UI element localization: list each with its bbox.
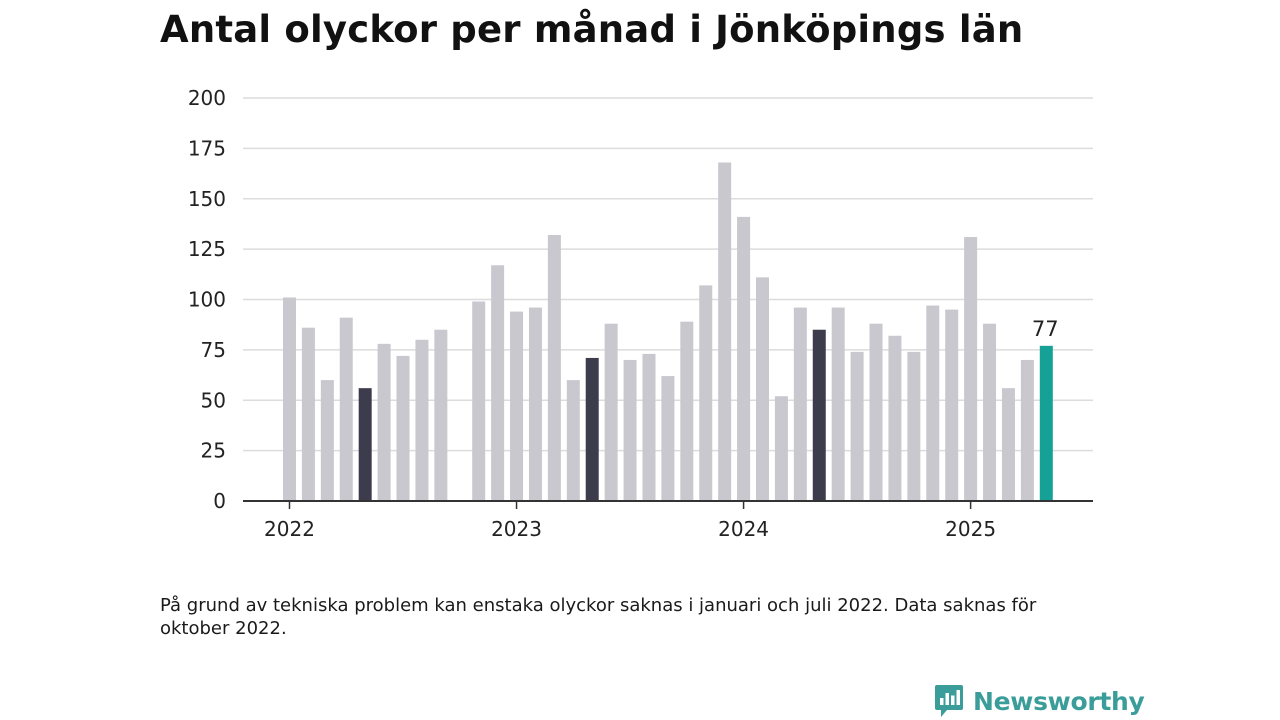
bar-2024-01 xyxy=(737,216,751,501)
bar-2025-03 xyxy=(1001,388,1015,501)
bar-2023-06 xyxy=(604,323,618,501)
bar-2023-10 xyxy=(680,321,694,501)
y-tick-label: 25 xyxy=(201,439,226,463)
bar-2022-04 xyxy=(339,317,353,501)
bar-2022-03 xyxy=(320,380,334,501)
bar-2023-07 xyxy=(623,359,637,501)
y-tick-label: 75 xyxy=(201,338,226,362)
bar-2024-10 xyxy=(907,351,921,501)
bar-2023-12 xyxy=(718,162,732,502)
data-labels: 77 xyxy=(1032,317,1059,341)
bar-2022-12 xyxy=(491,265,505,501)
bar-2024-03 xyxy=(774,396,788,501)
x-tick-label: 2024 xyxy=(718,517,769,541)
data-label: 77 xyxy=(1032,317,1059,341)
bar-2022-06 xyxy=(377,343,391,501)
bar-2022-01 xyxy=(283,297,296,501)
bar-2023-02 xyxy=(528,307,542,501)
y-tick-label: 50 xyxy=(201,388,226,412)
x-tick-label: 2023 xyxy=(491,517,542,541)
brand-logo[interactable]: Newsworthy xyxy=(934,684,1145,718)
bar-2023-11 xyxy=(699,285,713,501)
chart-title: Antal olyckor per månad i Jönköpings län xyxy=(160,8,1024,51)
bar-2024-06 xyxy=(831,307,845,501)
bar-2024-02 xyxy=(756,277,769,501)
bar-2024-12 xyxy=(945,309,959,501)
bar-2023-01 xyxy=(510,311,524,501)
y-tick-label: 200 xyxy=(188,86,226,110)
y-tick-label: 150 xyxy=(188,187,226,211)
brand-name: Newsworthy xyxy=(973,686,1145,716)
bar-2022-11 xyxy=(472,301,486,501)
bar-2024-09 xyxy=(888,335,902,501)
y-axis-ticks: 0 25 50 75 100 125 150 175 200 xyxy=(188,86,226,513)
bar-2022-07 xyxy=(396,355,410,501)
bar-2023-03 xyxy=(547,235,561,501)
bar-2022-05 xyxy=(358,388,372,501)
bar-2023-09 xyxy=(661,376,675,501)
bars xyxy=(283,162,1053,502)
y-tick-label: 125 xyxy=(188,237,226,261)
y-tick-label: 0 xyxy=(213,489,226,513)
bar-2022-09 xyxy=(434,329,448,501)
bar-2025-04 xyxy=(1020,359,1034,501)
bar-2024-05 xyxy=(812,329,826,501)
bar-2024-08 xyxy=(869,323,883,501)
footnote: På grund av tekniska problem kan enstaka… xyxy=(160,595,1037,639)
bar-2023-05 xyxy=(585,357,599,501)
bar-2023-04 xyxy=(566,380,580,501)
newsworthy-logo-icon xyxy=(935,685,963,717)
y-tick-label: 100 xyxy=(188,288,226,312)
x-tick-label: 2025 xyxy=(945,517,996,541)
bar-2022-02 xyxy=(301,327,315,501)
bar-2025-01 xyxy=(964,237,978,501)
bar-2023-08 xyxy=(642,353,656,501)
bar-2024-04 xyxy=(793,307,807,501)
bar-2025-05 xyxy=(1039,345,1053,501)
bar-2025-02 xyxy=(983,323,997,501)
bar-2022-08 xyxy=(415,339,429,501)
bar-2024-11 xyxy=(926,305,940,501)
y-tick-label: 175 xyxy=(188,136,226,160)
bar-2024-07 xyxy=(850,351,864,501)
x-tick-label: 2022 xyxy=(264,517,315,541)
x-axis-ticks: 2022 2023 2024 2025 xyxy=(264,501,996,541)
